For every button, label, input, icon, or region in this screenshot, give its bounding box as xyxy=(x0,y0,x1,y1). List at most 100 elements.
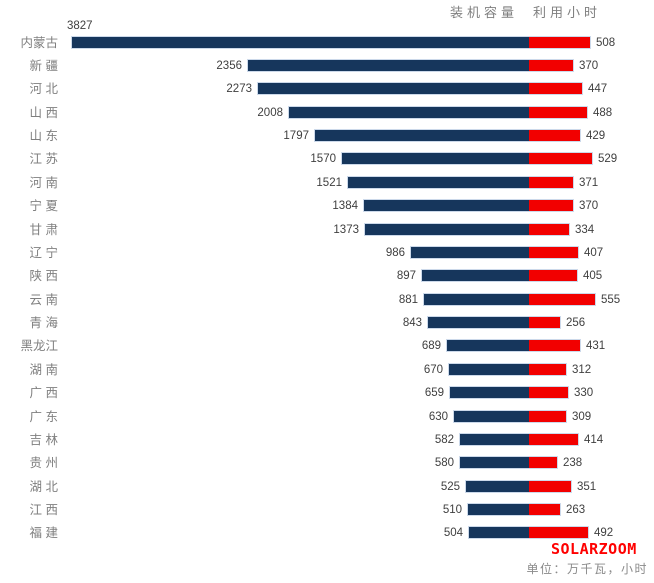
capacity-value-label: 510 xyxy=(442,504,462,517)
chart-row: 陕 西 897 405 xyxy=(0,269,654,292)
category-label: 吉 林 xyxy=(29,432,58,447)
legend-hours-label: 利用小时 xyxy=(533,5,602,20)
hours-bar xyxy=(529,340,580,352)
category-label: 内蒙古 xyxy=(20,35,58,50)
hours-value-label: 312 xyxy=(572,363,592,376)
chart-row: 湖 南 670 312 xyxy=(0,362,654,386)
hours-bar xyxy=(529,457,557,469)
chart-row: 黑龙江 689 431 xyxy=(0,339,654,362)
hours-value-label: 330 xyxy=(574,387,594,400)
hours-value-label: 555 xyxy=(601,293,621,306)
capacity-value-label: 670 xyxy=(423,363,443,376)
chart-row: 广 东 630 309 xyxy=(0,409,654,433)
hours-value-label: 370 xyxy=(579,59,599,72)
capacity-value-label: 659 xyxy=(424,387,444,400)
hours-value-label: 488 xyxy=(593,106,613,119)
chart-row: 山 东 1797 429 xyxy=(0,129,654,152)
capacity-value-label: 897 xyxy=(396,270,416,283)
hours-bar xyxy=(529,176,573,188)
capacity-bar xyxy=(424,293,529,305)
hours-value-label: 447 xyxy=(588,83,608,96)
hours-value-label: 414 xyxy=(584,433,604,446)
capacity-value-label: 1570 xyxy=(310,153,336,166)
bar-pair xyxy=(459,432,579,446)
hours-value-label: 309 xyxy=(572,410,592,423)
hours-bar xyxy=(529,130,580,142)
chart-row: 河 南 1521 371 xyxy=(0,175,654,199)
capacity-bar xyxy=(411,246,529,258)
hours-bar xyxy=(529,36,590,48)
chart-row: 辽 宁 986 407 xyxy=(0,245,654,269)
hours-value-label: 334 xyxy=(575,223,595,236)
capacity-value-label: 525 xyxy=(440,480,460,493)
category-label: 湖 南 xyxy=(29,362,58,377)
bar-pair xyxy=(453,409,567,423)
bar-pair xyxy=(71,35,591,49)
capacity-bar xyxy=(428,317,529,329)
bar-pair xyxy=(347,175,574,189)
capacity-bar xyxy=(348,176,529,188)
chart-row: 江 苏 1570 529 xyxy=(0,152,654,175)
capacity-bar xyxy=(422,270,529,282)
category-label: 山 东 xyxy=(29,129,58,144)
category-label: 云 南 xyxy=(29,292,58,307)
bar-pair xyxy=(247,58,574,72)
category-label: 新 疆 xyxy=(29,58,58,73)
capacity-value-label: 630 xyxy=(428,410,448,423)
chart-row: 湖 北 525 351 xyxy=(0,479,654,503)
chart-row: 广 西 659 330 xyxy=(0,386,654,409)
capacity-bar xyxy=(469,527,529,539)
hours-bar xyxy=(529,363,566,375)
chart-row: 河 北 2273 447 xyxy=(0,82,654,105)
capacity-bar xyxy=(460,457,529,469)
chart-row: 宁 夏 1384 370 xyxy=(0,199,654,222)
hours-value-label: 351 xyxy=(577,480,597,493)
capacity-value-label: 504 xyxy=(443,527,463,540)
hours-bar xyxy=(529,480,571,492)
capacity-bar xyxy=(258,83,529,95)
capacity-bar xyxy=(364,200,529,212)
hours-bar xyxy=(529,410,566,422)
bar-pair xyxy=(467,503,561,517)
hours-bar xyxy=(529,270,577,282)
category-label: 广 西 xyxy=(29,386,58,401)
hours-value-label: 263 xyxy=(566,504,586,517)
category-label: 青 海 xyxy=(29,316,58,331)
capacity-bar xyxy=(72,36,529,48)
hours-bar xyxy=(529,317,560,329)
hours-bar xyxy=(529,59,573,71)
capacity-bar xyxy=(342,153,529,165)
bar-pair xyxy=(314,129,581,143)
capacity-value-label: 1521 xyxy=(316,176,342,189)
capacity-bar xyxy=(365,223,529,235)
category-label: 江 苏 xyxy=(29,152,58,167)
chart-row: 山 西 2008 488 xyxy=(0,105,654,129)
bar-pair xyxy=(341,152,593,166)
hours-value-label: 431 xyxy=(586,340,606,353)
capacity-value-label: 881 xyxy=(398,293,418,306)
capacity-bar xyxy=(315,130,529,142)
chart-row: 新 疆 2356 370 xyxy=(0,58,654,82)
chart-row: 福 建 504 492 xyxy=(0,526,654,549)
capacity-value-label: 843 xyxy=(402,317,422,330)
bar-pair xyxy=(459,456,558,470)
capacity-value-label: 2273 xyxy=(226,83,252,96)
hours-value-label: 407 xyxy=(584,246,604,259)
chart-row: 内蒙古 3827 508 xyxy=(0,20,654,59)
category-label: 辽 宁 xyxy=(29,245,58,260)
bar-pair xyxy=(468,526,589,540)
capacity-bar xyxy=(450,387,529,399)
capacity-bar xyxy=(466,480,529,492)
capacity-value-label: 580 xyxy=(434,457,454,470)
capacity-value-label: 2008 xyxy=(257,106,283,119)
bar-pair xyxy=(448,362,567,376)
bar-pair xyxy=(449,386,569,400)
capacity-value-label: 1797 xyxy=(283,130,309,143)
category-label: 河 南 xyxy=(29,175,58,190)
hours-bar xyxy=(529,387,568,399)
capacity-bar xyxy=(289,106,529,118)
hours-bar xyxy=(529,153,592,165)
bar-pair xyxy=(446,339,581,353)
hours-bar xyxy=(529,293,595,305)
capacity-value-label: 1373 xyxy=(333,223,359,236)
